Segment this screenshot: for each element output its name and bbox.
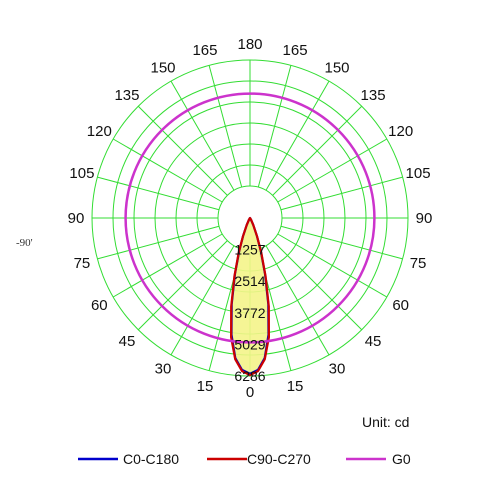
grid-spoke-150 xyxy=(265,80,330,191)
grid-spoke-255 xyxy=(97,176,220,211)
legend-item-c0-c180: C0-C180 xyxy=(78,451,179,467)
grid-spoke-75 xyxy=(280,225,403,260)
angle-label-150: 150 xyxy=(324,59,349,76)
angle-label-165: 165 xyxy=(283,42,308,59)
grid-spoke-330 xyxy=(170,245,235,356)
angle-label-neg75: 75 xyxy=(74,255,91,272)
angle-label-neg15: 15 xyxy=(197,378,214,395)
angle-label-neg90: 90 xyxy=(68,210,85,227)
angle-label-neg60: 60 xyxy=(91,297,108,314)
grid-spoke-165 xyxy=(257,65,292,188)
angle-label-neg120: 120 xyxy=(87,123,112,140)
grid-spoke-30 xyxy=(265,245,330,356)
grid-spoke-45 xyxy=(272,240,363,331)
grid-spoke-315 xyxy=(137,240,228,331)
angle-label-75: 75 xyxy=(410,255,427,272)
beam-fill xyxy=(231,218,269,376)
ring-labels: 1257 2514 3772 5029 6286 xyxy=(234,242,265,384)
grid-spoke-300 xyxy=(112,233,223,298)
angle-label-neg45: 45 xyxy=(119,333,136,350)
angle-label-90: 90 xyxy=(416,210,433,227)
angle-label-120: 120 xyxy=(388,123,413,140)
series-c90-c270-curve xyxy=(230,216,270,377)
grid-spoke-135 xyxy=(272,105,363,196)
angle-label-105: 105 xyxy=(406,165,431,182)
legend: C0-C180 C90-C270 G0 xyxy=(78,451,411,467)
grid-spoke-240 xyxy=(112,138,223,203)
legend-label-c90-c270: C90-C270 xyxy=(247,451,311,467)
grid-spoke-60 xyxy=(277,233,388,298)
angle-label-180: 180 xyxy=(237,36,262,53)
side-angle-label: -90' xyxy=(16,237,33,249)
angle-label-neg150: 150 xyxy=(150,59,175,76)
grid-spoke-105 xyxy=(280,176,403,211)
angle-labels: 0 15 30 45 60 75 90 105 120 135 150 165 180 15 30 45 60 7… xyxy=(68,36,433,401)
angle-label-neg135: 135 xyxy=(114,87,139,104)
legend-label-g0: G0 xyxy=(392,451,411,467)
angle-label-30: 30 xyxy=(329,361,346,378)
grid-spoke-225 xyxy=(137,105,228,196)
ring-label-3772: 3772 xyxy=(234,305,265,321)
legend-item-g0: G0 xyxy=(346,451,411,467)
angle-label-45: 45 xyxy=(365,333,382,350)
angle-label-neg105: 105 xyxy=(69,165,94,182)
angle-label-neg165: 165 xyxy=(192,42,217,59)
angle-label-15: 15 xyxy=(287,378,304,395)
ring-label-5029: 5029 xyxy=(234,336,265,352)
grid-spoke-210 xyxy=(170,80,235,191)
ring-label-6286: 6286 xyxy=(234,368,265,384)
series-g0-curve xyxy=(124,92,376,344)
angle-label-0: 0 xyxy=(246,384,254,401)
legend-label-c0-c180: C0-C180 xyxy=(123,451,179,467)
angle-label-60: 60 xyxy=(392,297,409,314)
ring-label-1257: 1257 xyxy=(234,242,265,258)
grid-spoke-120 xyxy=(277,138,388,203)
unit-label: Unit: cd xyxy=(362,414,409,430)
grid-spoke-195 xyxy=(208,65,243,188)
series-c90-c270-fill xyxy=(231,218,269,376)
angle-label-135: 135 xyxy=(361,87,386,104)
legend-item-c90-c270: C90-C270 xyxy=(207,451,311,467)
grid-spoke-285 xyxy=(97,225,220,260)
series-curves xyxy=(124,92,376,377)
ring-label-2514: 2514 xyxy=(234,273,265,289)
angle-label-neg30: 30 xyxy=(155,361,172,378)
